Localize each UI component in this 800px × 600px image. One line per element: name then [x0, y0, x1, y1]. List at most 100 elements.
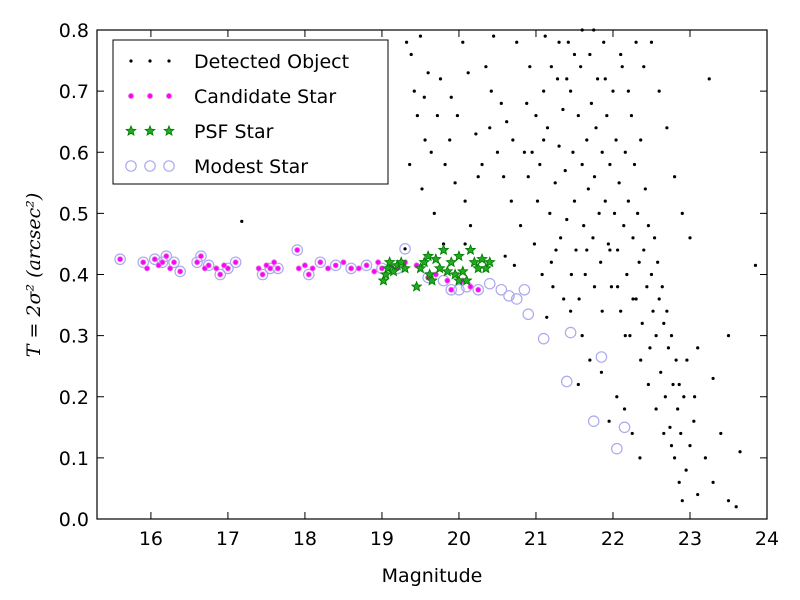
detected-object-point	[636, 211, 640, 215]
x-tick-label: 24	[755, 528, 779, 550]
candidate-star-point	[159, 259, 166, 266]
detected-object-point	[583, 272, 587, 277]
detected-object-point	[657, 297, 661, 301]
detected-object-point	[680, 499, 684, 503]
detected-object-point	[526, 175, 530, 179]
x-tick-label: 21	[524, 528, 548, 550]
detected-object-point	[646, 382, 651, 387]
detected-object-point	[455, 113, 460, 118]
detected-object-point	[652, 236, 657, 240]
detected-object-point	[435, 113, 439, 118]
detected-object-point	[443, 162, 447, 167]
detected-object-point	[518, 224, 523, 228]
detected-object-point	[711, 376, 715, 381]
legend-entry-label: Detected Object	[194, 51, 349, 73]
modest-star-point	[160, 250, 173, 262]
detected-object-point	[656, 260, 660, 264]
detected-object-point	[614, 138, 618, 142]
detected-object-point	[594, 126, 598, 130]
modest-star-point	[399, 243, 411, 255]
detected-object-point	[577, 297, 581, 301]
psf-star-point	[453, 249, 465, 262]
detected-object-point	[605, 113, 609, 118]
legend-marker	[146, 93, 153, 100]
detected-object-point	[530, 150, 534, 154]
detected-object-point	[643, 187, 647, 191]
detected-object-point	[646, 224, 651, 228]
legend-marker	[129, 59, 133, 63]
detected-object-point	[429, 150, 433, 154]
detected-object-point	[557, 144, 561, 148]
candidate-star-point	[267, 265, 274, 272]
candidate-star-point	[151, 256, 158, 263]
x-tick-label: 23	[678, 528, 702, 550]
legend-box	[112, 39, 389, 185]
series-detected-object	[240, 28, 758, 509]
detected-object-point	[684, 468, 688, 472]
psf-star-point	[464, 243, 477, 256]
detected-object-point	[522, 150, 527, 154]
detected-object-point	[559, 236, 563, 240]
detected-object-point	[495, 150, 500, 154]
legend-marker	[144, 124, 156, 137]
y-tick-label: 0.7	[59, 81, 89, 103]
detected-object-point	[665, 126, 669, 130]
psf-star-point	[468, 256, 481, 268]
detected-object-point	[693, 395, 697, 399]
detected-object-point	[597, 211, 601, 215]
detected-object-point	[651, 309, 655, 313]
y-tick-label: 0.4	[59, 265, 89, 287]
candidate-star-point	[274, 265, 281, 272]
modest-star-point	[445, 283, 458, 296]
detected-object-point	[662, 321, 666, 325]
detected-object-point	[553, 181, 557, 185]
detected-object-point	[545, 126, 550, 130]
detected-object-point	[576, 113, 580, 118]
candidate-star-point	[340, 259, 347, 266]
y-tick-label: 0.8	[59, 20, 89, 42]
psf-star-point	[382, 262, 395, 274]
candidate-star-point	[155, 262, 162, 269]
modest-star-point	[291, 244, 304, 256]
detected-object-point	[628, 334, 632, 338]
detected-object-point	[408, 162, 412, 167]
detected-object-point	[654, 407, 658, 411]
detected-object-point	[622, 224, 626, 228]
detected-object-point	[663, 395, 667, 399]
x-tick-label: 17	[216, 528, 240, 550]
modest-star-point	[222, 262, 234, 275]
detected-object-point	[548, 211, 552, 215]
detected-object-point	[589, 101, 594, 105]
candidate-star-point	[325, 265, 332, 272]
detected-object-point	[502, 175, 506, 179]
modest-star-point	[114, 253, 126, 266]
candidate-star-point	[140, 259, 147, 266]
candidate-star-point	[355, 265, 362, 272]
x-tick-label: 16	[139, 528, 163, 550]
detected-object-point	[642, 248, 646, 252]
detected-object-point	[449, 95, 453, 99]
modest-star-point	[503, 290, 515, 302]
detected-object-point	[565, 77, 569, 81]
detected-object-point	[677, 382, 681, 387]
detected-object-point	[645, 285, 649, 289]
detected-object-point	[609, 285, 614, 289]
detected-object-point	[674, 358, 678, 362]
detected-object-point	[734, 505, 738, 509]
detected-object-point	[557, 40, 561, 44]
candidate-star-point	[221, 262, 228, 269]
detected-object-point	[672, 456, 677, 460]
psf-star-point	[429, 253, 442, 265]
candidate-star-point	[301, 262, 308, 269]
detected-object-point	[612, 211, 617, 215]
candidate-star-point	[271, 259, 278, 266]
psf-star-point	[456, 265, 469, 277]
candidate-star-point	[117, 256, 124, 263]
detected-object-point	[403, 247, 407, 251]
detected-object-point	[696, 346, 700, 350]
axis-ticks: 16 17 18 19 20 21 22 23 24 0.0 0.1 0.2 0.3 0.4 0.5 0.6 0…	[59, 20, 779, 550]
detected-object-point	[607, 419, 611, 423]
y-tick-label: 0.1	[59, 448, 89, 470]
psf-star-point	[379, 268, 392, 280]
detected-object-point	[453, 181, 457, 185]
